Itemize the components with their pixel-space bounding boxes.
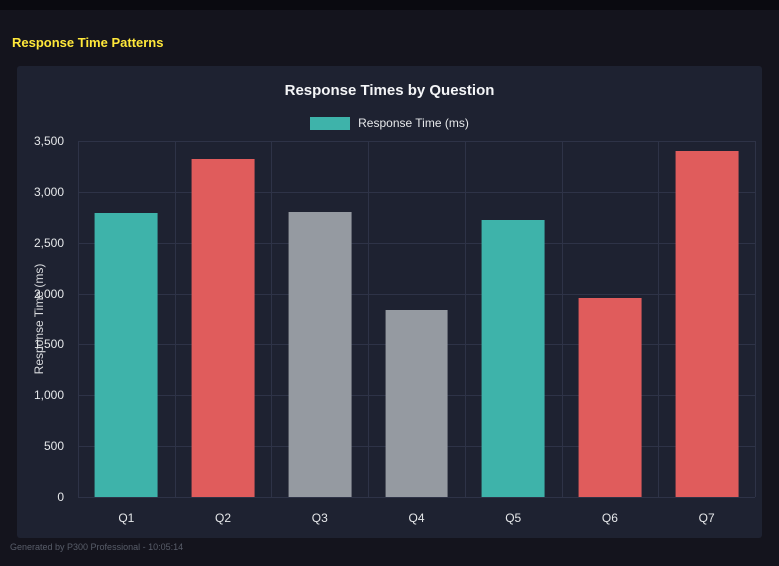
v-gridline xyxy=(174,141,176,497)
legend-label: Response Time (ms) xyxy=(358,116,469,130)
y-axis-tick-label: 3,000 xyxy=(33,184,64,199)
chart-title: Response Times by Question xyxy=(284,82,495,99)
x-axis-tick-label: Q6 xyxy=(601,511,618,525)
x-axis-tick-label: Q1 xyxy=(118,511,135,525)
bar-q3[interactable] xyxy=(288,212,352,497)
y-axis-tick-label: 500 xyxy=(43,439,64,454)
v-gridline xyxy=(658,141,660,497)
y-axis-ticks: 0 500 1,000 1,500 2,000 2,500 3,000 3,500 xyxy=(17,134,72,504)
bar-q1[interactable] xyxy=(94,213,158,497)
y-axis-tick-label: 2,500 xyxy=(33,235,64,250)
y-axis-tick-label: 1,500 xyxy=(33,337,64,352)
h-gridline xyxy=(78,293,755,295)
bar-q6[interactable] xyxy=(578,297,642,497)
legend-item-response-time[interactable]: Response Time (ms) xyxy=(310,116,469,130)
v-gridline xyxy=(561,141,563,497)
bar-q7[interactable] xyxy=(675,151,739,497)
bar-q2[interactable] xyxy=(191,159,255,497)
x-axis-tick-label: Q7 xyxy=(698,511,715,525)
x-axis-labels: Q1 Q2 Q3 Q4 Q5 Q6 Q7 xyxy=(78,511,755,527)
x-axis-tick-label: Q5 xyxy=(505,511,522,525)
v-gridline xyxy=(368,141,370,497)
x-axis-tick-label: Q4 xyxy=(408,511,425,525)
plot-area xyxy=(78,141,756,498)
v-gridline xyxy=(755,141,756,497)
bar-q5[interactable] xyxy=(481,220,545,497)
h-gridline xyxy=(78,497,755,498)
y-axis-tick-label: 0 xyxy=(57,490,64,504)
y-axis-tick-label: 3,500 xyxy=(33,134,64,148)
y-axis-tick-label: 1,000 xyxy=(33,388,64,403)
h-gridline xyxy=(78,242,755,244)
y-axis-tick-label: 2,000 xyxy=(33,286,64,301)
x-axis-tick-label: Q3 xyxy=(311,511,328,525)
page-title: Response Time Patterns xyxy=(12,35,164,50)
legend-swatch xyxy=(310,116,351,130)
chart-legend: Response Time (ms) xyxy=(17,116,762,130)
top-bar xyxy=(0,0,779,10)
h-gridline xyxy=(78,191,755,193)
v-gridline xyxy=(271,141,273,497)
bar-q4[interactable] xyxy=(385,309,448,497)
v-gridline xyxy=(78,141,79,497)
v-gridline xyxy=(464,141,466,497)
footer-note: Generated by P300 Professional - 10:05:1… xyxy=(10,542,184,552)
chart-panel: Response Times by Question Response Time… xyxy=(17,66,762,538)
h-gridline xyxy=(78,141,755,142)
x-axis-tick-label: Q2 xyxy=(215,511,232,525)
